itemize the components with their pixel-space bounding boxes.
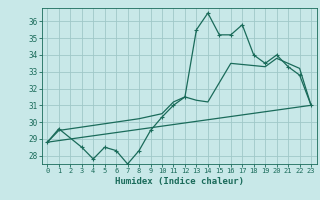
X-axis label: Humidex (Indice chaleur): Humidex (Indice chaleur) <box>115 177 244 186</box>
